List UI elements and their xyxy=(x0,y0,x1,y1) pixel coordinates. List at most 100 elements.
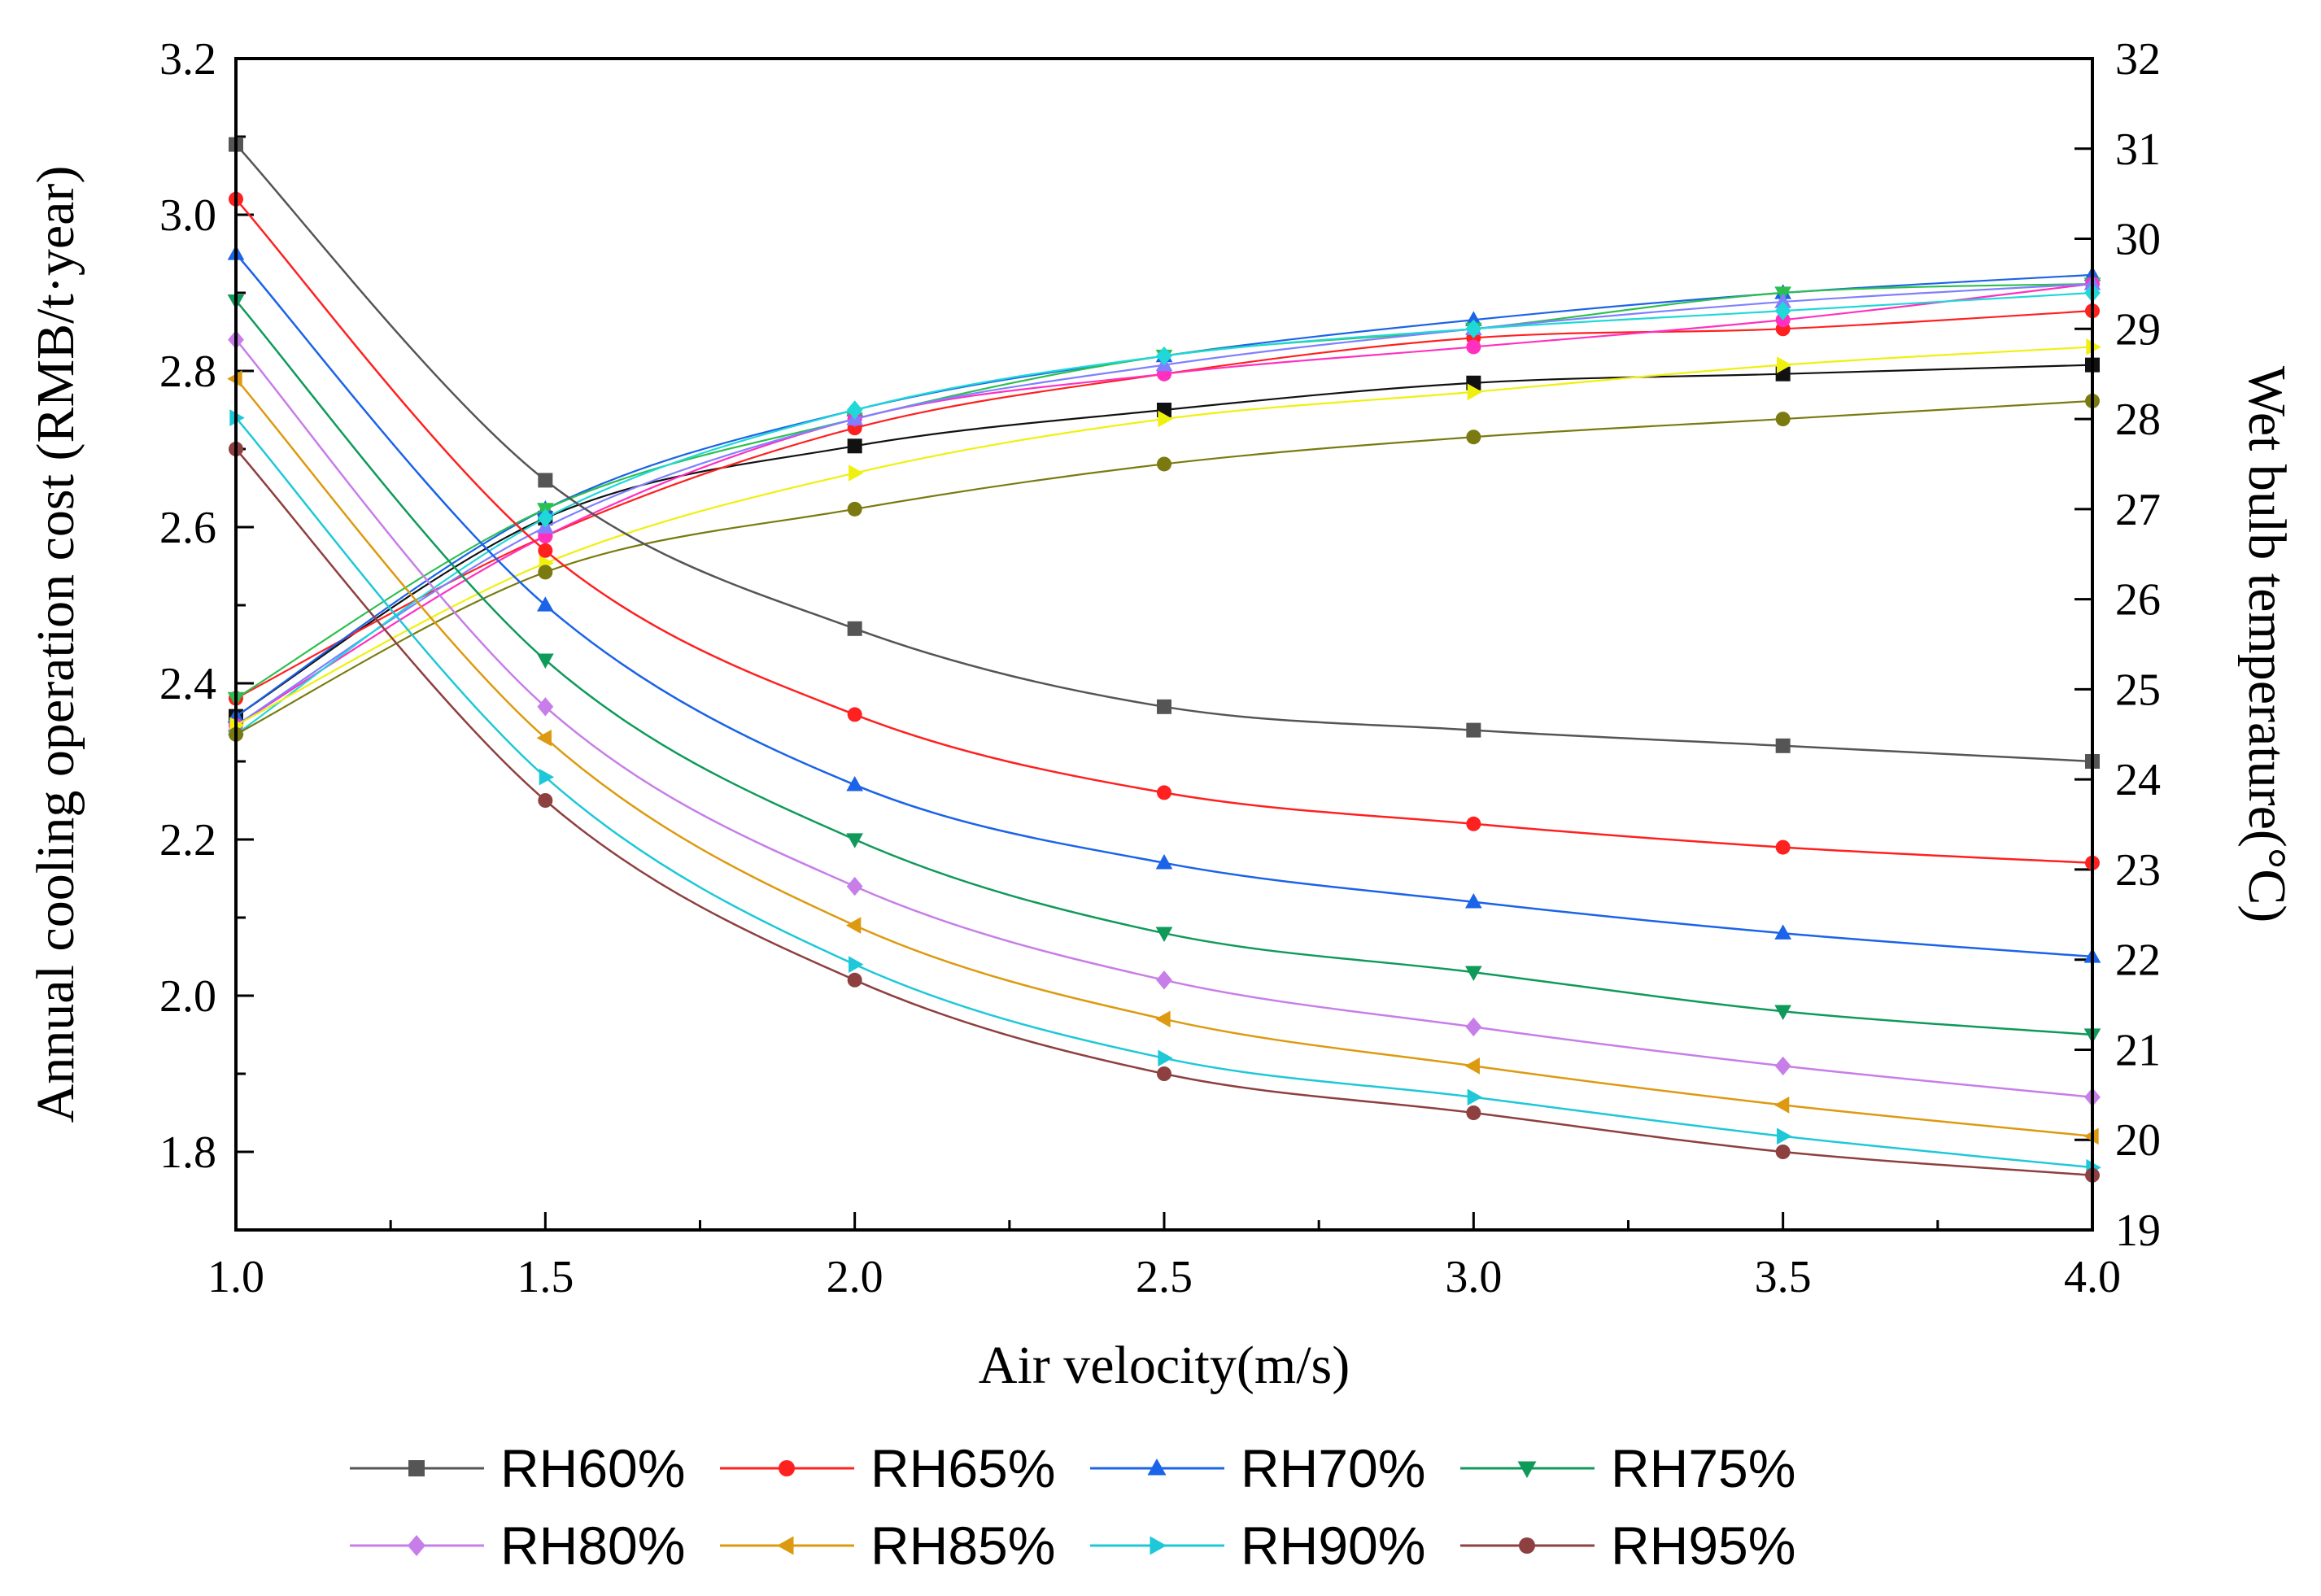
cost-point-rh70 xyxy=(1155,854,1173,870)
cost-point-rh75 xyxy=(1155,927,1173,942)
cost-point-rh85 xyxy=(1773,1097,1790,1114)
cost-point-rh85 xyxy=(536,729,552,747)
cost-line-rh95 xyxy=(235,448,2093,1177)
legend-swatch-marker xyxy=(1147,1459,1167,1476)
wet-bulb-point xyxy=(537,508,554,528)
cost-point-rh65 xyxy=(847,707,862,722)
legend-label: RH75% xyxy=(1611,1438,1795,1498)
legend-swatch-marker xyxy=(779,1460,795,1476)
right-y-tick-label: 28 xyxy=(2115,395,2161,445)
right-y-tick-label: 30 xyxy=(2115,215,2161,265)
cost-point-rh80 xyxy=(537,697,554,717)
left-y-tick-label: 2.8 xyxy=(159,347,216,397)
left-y-tick-label: 2.4 xyxy=(159,659,216,709)
wet-bulb-point xyxy=(1774,301,1791,321)
legend-swatch-marker xyxy=(1519,1537,1535,1554)
wet-bulb-point xyxy=(1777,356,1792,373)
cost-point-rh60 xyxy=(1466,722,1481,738)
legend-label: RH85% xyxy=(870,1515,1055,1576)
x-tick-label: 2.5 xyxy=(1136,1252,1193,1302)
cost-point-rh80 xyxy=(1774,1056,1791,1076)
cost-point-rh90 xyxy=(849,956,864,973)
legend: RH60% RH65% RH70% RH75% RH80% RH85% RH90% RH95% xyxy=(350,1438,1795,1576)
wet-bulb-line-3 xyxy=(235,273,2093,717)
wet-bulb-point xyxy=(1467,383,1483,401)
wet-bulb-point xyxy=(1466,430,1481,445)
wet-bulb-point xyxy=(1774,293,1792,308)
x-axis-title: Air velocity(m/s) xyxy=(979,1336,1350,1395)
left-y-tick-label: 2.6 xyxy=(159,503,216,553)
cost-point-rh65 xyxy=(1466,816,1481,831)
legend-item-rh95: RH95% xyxy=(1460,1515,1795,1576)
cost-point-rh85 xyxy=(1155,1010,1171,1028)
cost-point-rh95 xyxy=(847,972,862,988)
legend-label: RH70% xyxy=(1241,1438,1425,1498)
legend-label: RH90% xyxy=(1241,1515,1425,1576)
left-y-tick-label: 3.2 xyxy=(159,34,216,85)
cost-point-rh95 xyxy=(1775,1145,1791,1159)
legend-item-rh65: RH65% xyxy=(720,1438,1055,1498)
cost-point-rh65 xyxy=(1775,839,1791,855)
left-y-tick-label: 2.2 xyxy=(159,815,216,866)
legend-swatch-marker xyxy=(777,1536,794,1555)
cost-line-rh60 xyxy=(235,143,2093,763)
cost-point-rh85 xyxy=(1464,1057,1480,1075)
cost-point-rh80 xyxy=(1156,970,1172,990)
x-tick-label: 1.0 xyxy=(207,1252,264,1302)
cost-point-rh70 xyxy=(1774,924,1792,940)
cost-point-rh60 xyxy=(538,473,553,488)
cost-point-rh85 xyxy=(845,917,862,934)
legend-item-rh70: RH70% xyxy=(1090,1438,1425,1498)
cost-point-rh75 xyxy=(846,833,864,848)
left-y-axis-title: Annual cooling operation cost (RMB/t·yea… xyxy=(26,166,85,1123)
left-y-tick-label: 2.0 xyxy=(159,971,216,1022)
cost-point-rh75 xyxy=(1774,1005,1792,1020)
right-y-tick-label: 32 xyxy=(2115,34,2161,85)
wet-bulb-point xyxy=(1464,311,1482,326)
wet-bulb-point xyxy=(1158,410,1173,428)
cost-point-rh90 xyxy=(1467,1088,1483,1106)
wet-bulb-point xyxy=(846,400,863,420)
right-y-tick-label: 29 xyxy=(2115,304,2161,355)
wet-bulb-point xyxy=(1156,346,1172,366)
right-y-tick-label: 31 xyxy=(2115,124,2161,175)
x-tick-label: 2.0 xyxy=(827,1252,883,1302)
left-y-tick-label: 3.0 xyxy=(159,190,216,241)
right-y-tick-label: 20 xyxy=(2115,1115,2161,1166)
legend-item-rh85: RH85% xyxy=(720,1515,1055,1576)
wet-bulb-line-4 xyxy=(235,282,2093,700)
right-y-tick-label: 27 xyxy=(2115,485,2161,535)
legend-swatch-marker xyxy=(408,1535,425,1556)
wet-bulb-line-9 xyxy=(235,399,2093,735)
x-tick-label: 3.0 xyxy=(1445,1252,1502,1302)
wet-bulb-point xyxy=(1157,456,1171,472)
cost-series-layer xyxy=(227,137,2101,1183)
x-tick-label: 3.5 xyxy=(1755,1252,1812,1302)
legend-item-rh75: RH75% xyxy=(1460,1438,1795,1498)
wet-bulb-point xyxy=(1775,412,1791,427)
right-y-tick-label: 23 xyxy=(2115,845,2161,896)
cost-point-rh75 xyxy=(536,653,554,669)
cost-point-rh80 xyxy=(1465,1017,1482,1037)
tick-labels: 1.0 1.5 2.0 2.5 3.0 3.5 4.0 1.8 2.0 2.2 2.4 2.6 2.8 3… xyxy=(159,34,2161,1302)
cost-point-rh90 xyxy=(1777,1127,1792,1145)
wet-bulb-point xyxy=(1465,319,1482,339)
cost-line-rh65 xyxy=(235,198,2093,865)
right-y-tick-label: 19 xyxy=(2115,1206,2161,1256)
cost-point-rh90 xyxy=(1158,1049,1173,1067)
right-y-tick-label: 24 xyxy=(2115,755,2161,805)
right-y-tick-label: 22 xyxy=(2115,935,2161,986)
cost-point-rh75 xyxy=(1464,966,1482,981)
legend-label: RH60% xyxy=(500,1438,685,1498)
cost-point-rh95 xyxy=(538,793,553,808)
legend-swatch-marker xyxy=(408,1460,425,1476)
cost-point-rh70 xyxy=(846,776,864,791)
cost-point-rh95 xyxy=(1157,1066,1171,1081)
wet-bulb-point xyxy=(849,464,864,482)
wet-bulb-point xyxy=(538,565,553,580)
cost-point-rh80 xyxy=(846,876,863,896)
wet-bulb-point xyxy=(1466,339,1481,355)
legend-label: RH95% xyxy=(1611,1515,1795,1576)
cost-point-rh70 xyxy=(1464,893,1482,909)
